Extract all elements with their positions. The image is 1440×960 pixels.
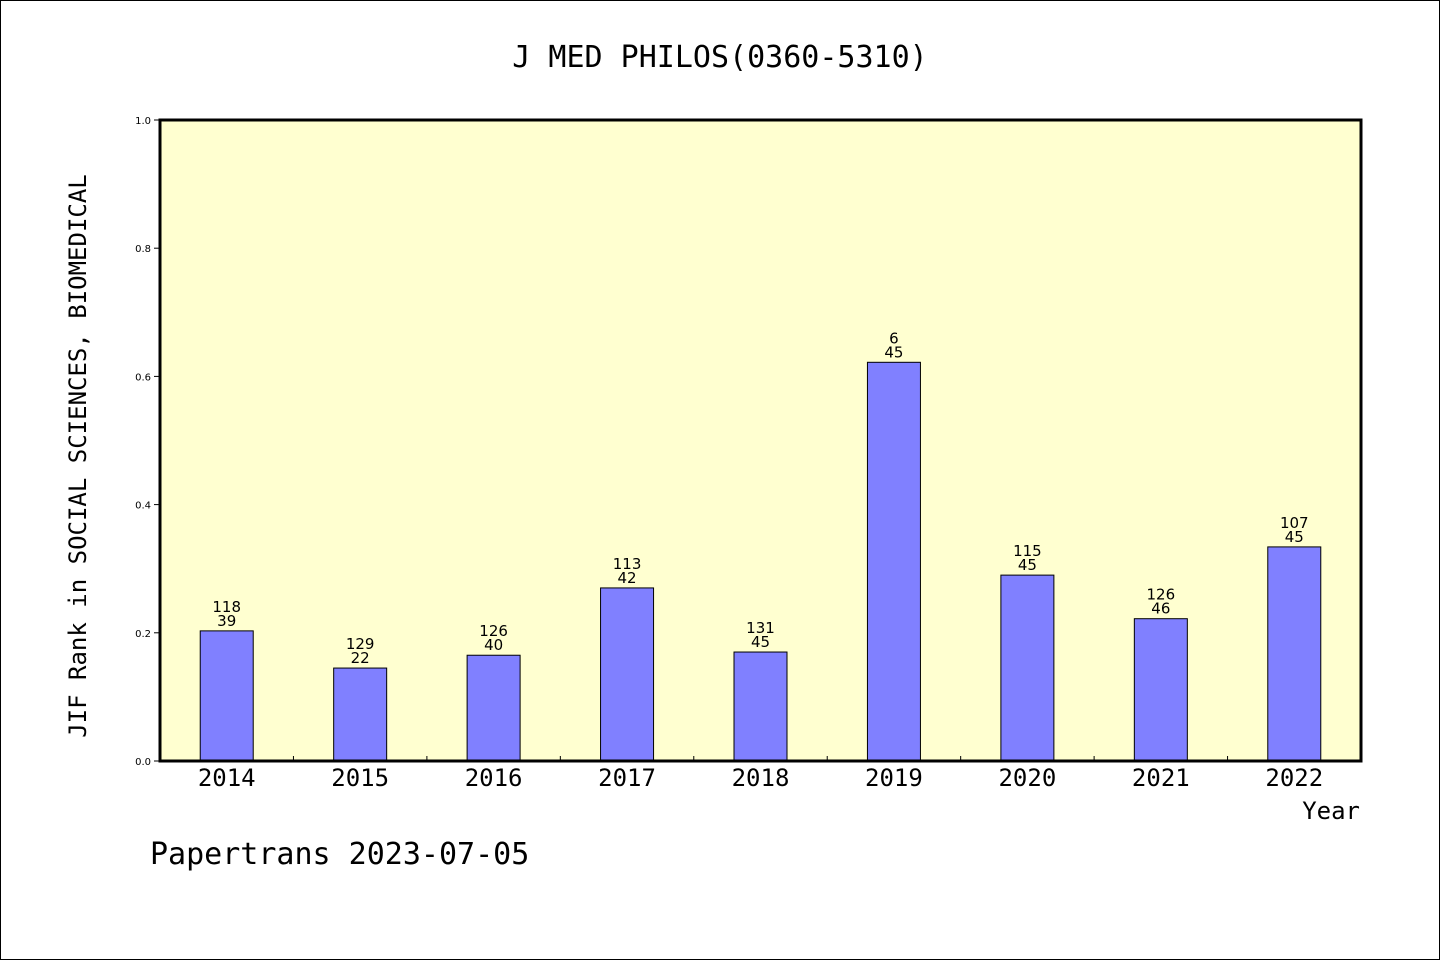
bar-label-top: 118 (212, 598, 241, 616)
x-axis-ticks: 2014 2015 2016 2017 2018 2019 2020 2021 2022 (198, 756, 1323, 792)
x-tick-label: 2020 (998, 764, 1056, 792)
x-tick-label: 2014 (198, 764, 256, 792)
bar-label-top: 113 (613, 555, 642, 573)
bar-label-bottom: 45 (884, 343, 903, 361)
bar-label-top: 107 (1280, 514, 1309, 532)
bar-label-bottom: 22 (351, 649, 370, 667)
bar (1267, 546, 1322, 762)
footer-text: Papertrans 2023-07-05 (150, 837, 529, 872)
bars: 1183912922126401134213145645115451264610… (199, 329, 1322, 762)
bar (866, 361, 921, 762)
bar-label-bottom: 45 (751, 633, 770, 651)
bar-label-top: 126 (1147, 586, 1176, 604)
x-tick-label: 2022 (1265, 764, 1323, 792)
y-tick-label: 0.6 (135, 372, 151, 383)
x-tick-label: 2017 (598, 764, 656, 792)
y-axis-ticks: 0.0 0.2 0.4 0.6 0.8 1.0 (135, 116, 160, 768)
x-axis-label: Year (1302, 797, 1360, 825)
chart-title: J MED PHILOS(0360-5310) (512, 40, 927, 75)
bar (199, 630, 254, 762)
y-tick-label: 0.0 (135, 757, 151, 768)
y-tick-label: 0.4 (135, 501, 151, 512)
x-tick-label: 2021 (1132, 764, 1190, 792)
bar-label-top: 126 (479, 622, 508, 640)
x-tick-label: 2019 (865, 764, 923, 792)
bar (733, 651, 788, 762)
bar-label-bottom: 40 (484, 636, 503, 654)
bar-label-top: 115 (1013, 542, 1042, 560)
y-axis-label: JIF Rank in SOCIAL SCIENCES, BIOMEDICAL (64, 174, 92, 738)
bar-label-top: 6 (889, 329, 899, 347)
bar-label-bottom: 45 (1285, 528, 1304, 546)
x-tick-label: 2018 (732, 764, 790, 792)
bar (1133, 618, 1188, 762)
y-tick-label: 0.8 (135, 244, 151, 255)
plot-border (158, 118, 1363, 763)
x-tick-label: 2016 (465, 764, 523, 792)
bar (333, 667, 388, 762)
bar-label-bottom: 39 (217, 612, 236, 630)
bar-label-bottom: 45 (1018, 556, 1037, 574)
bar-label-bottom: 46 (1151, 600, 1170, 618)
bar (1000, 574, 1055, 762)
x-tick-label: 2015 (331, 764, 389, 792)
bar-label-bottom: 42 (618, 569, 637, 587)
bar (600, 587, 655, 762)
bar-label-top: 131 (746, 619, 775, 637)
y-tick-label: 0.2 (135, 629, 151, 640)
y-tick-label: 1.0 (135, 116, 151, 127)
bar (466, 654, 521, 762)
bar-label-top: 129 (346, 635, 375, 653)
